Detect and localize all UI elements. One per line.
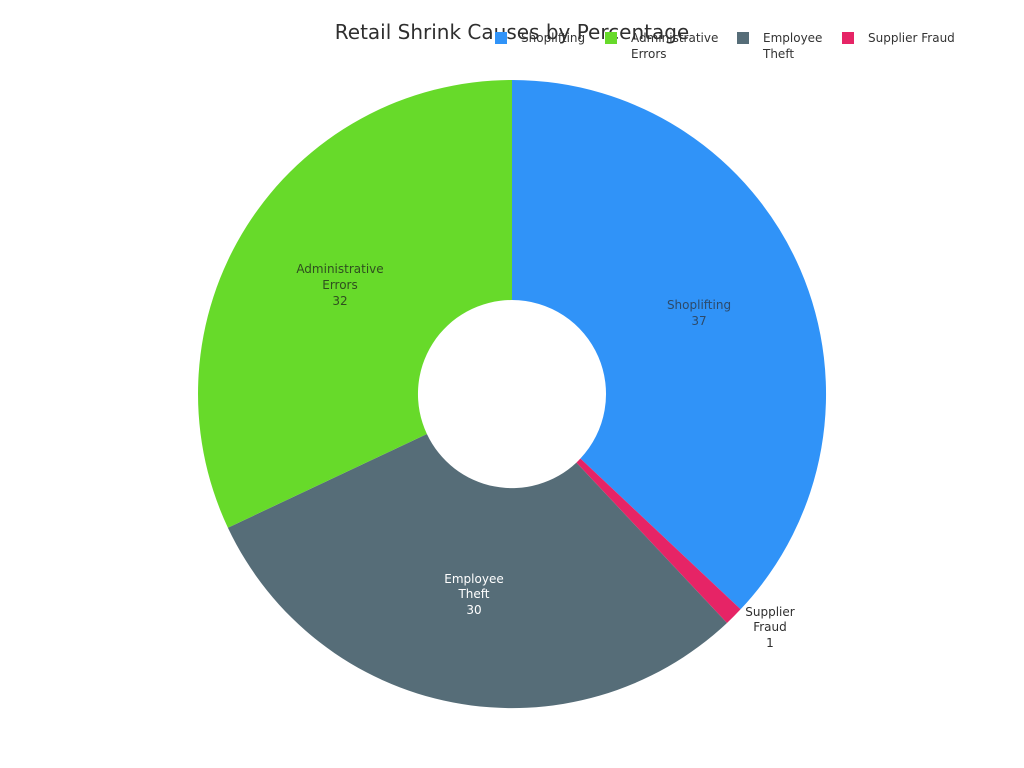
svg-text:Shoplifting: Shoplifting (667, 298, 731, 312)
svg-text:37: 37 (691, 314, 706, 328)
slice-label-supplier-fraud: Supplier Fraud 1 (745, 605, 795, 650)
slice-label-shoplifting: Shoplifting 37 (667, 298, 731, 328)
legend-label: Supplier Fraud (868, 31, 955, 45)
legend-item-shoplifting[interactable]: Shoplifting (495, 30, 611, 46)
svg-text:Supplier: Supplier (745, 605, 795, 619)
legend-swatch-shoplifting (495, 32, 507, 44)
slice-label-administrative-errors: Administrative Errors 32 (296, 262, 383, 308)
slice-employee-theft[interactable] (227, 434, 727, 709)
slice-label-employee-theft: Employee Theft 30 (444, 572, 503, 617)
legend-swatch-administrative-errors (605, 32, 617, 44)
svg-text:Administrative: Administrative (296, 262, 383, 276)
svg-text:32: 32 (332, 294, 347, 308)
svg-text:30: 30 (466, 603, 481, 617)
legend-label: Employee Theft (763, 31, 823, 61)
svg-text:Employee: Employee (444, 572, 503, 586)
svg-text:1: 1 (766, 636, 774, 650)
legend-swatch-employee-theft (737, 32, 749, 44)
slice-supplier-fraud[interactable] (576, 458, 741, 624)
legend-item-supplier-fraud[interactable]: Supplier Fraud (842, 30, 958, 46)
legend-label: Shoplifting (521, 31, 586, 45)
slice-shoplifting[interactable] (512, 80, 827, 610)
slice-administrative-errors[interactable] (198, 80, 512, 528)
legend-swatch-supplier-fraud (842, 32, 854, 44)
legend-item-administrative-errors[interactable]: Administrative Errors (605, 30, 721, 62)
legend-label: Administrative Errors (631, 31, 719, 61)
svg-text:Errors: Errors (322, 278, 358, 292)
svg-text:Theft: Theft (457, 587, 489, 601)
svg-text:Fraud: Fraud (753, 620, 787, 634)
chart-title: Retail Shrink Causes by Percentage (334, 20, 690, 44)
legend-item-employee-theft[interactable]: Employee Theft (737, 30, 853, 62)
